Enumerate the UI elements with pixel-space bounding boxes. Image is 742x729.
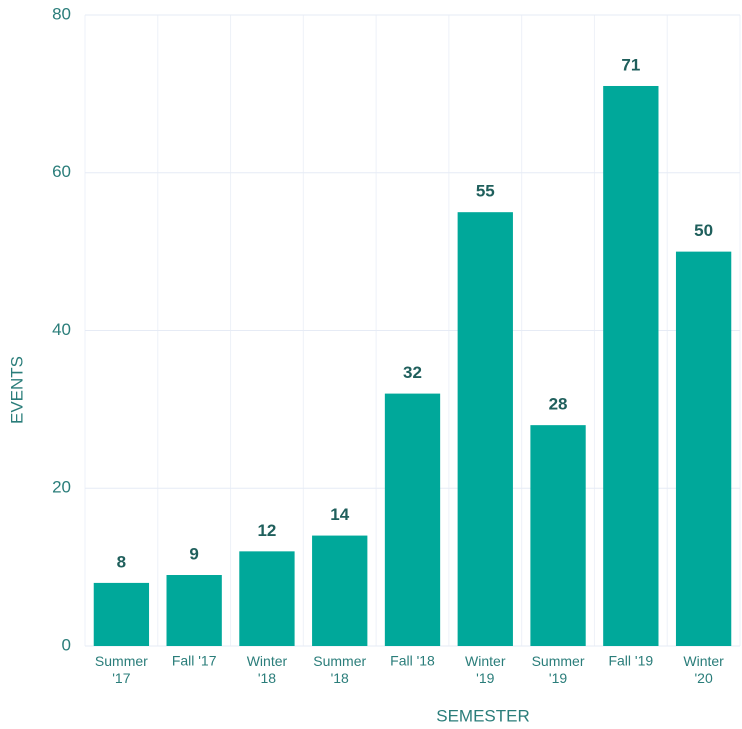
x-axis-title: SEMESTER — [436, 706, 530, 725]
x-tick-label: Fall '17 — [172, 653, 217, 669]
bar — [675, 251, 732, 646]
value-label: 28 — [549, 395, 568, 414]
x-tick-label: Fall '18 — [390, 653, 435, 669]
y-tick-label: 80 — [52, 4, 71, 23]
x-tick-label: Fall '19 — [608, 653, 653, 669]
value-label: 9 — [189, 544, 198, 563]
bar — [239, 551, 295, 646]
bar — [530, 425, 586, 646]
y-tick-label: 60 — [52, 162, 71, 181]
value-label: 8 — [117, 552, 126, 571]
bar — [166, 575, 222, 646]
value-label: 32 — [403, 363, 422, 382]
value-label: 55 — [476, 182, 495, 201]
x-tick-label: Summer '17 — [95, 653, 148, 686]
value-label: 12 — [257, 521, 276, 540]
bar — [312, 535, 368, 646]
x-tick-label: Winter '18 — [247, 653, 288, 686]
x-tick-label: Winter '19 — [465, 653, 506, 686]
value-label: 50 — [694, 221, 713, 240]
y-tick-label: 20 — [52, 478, 71, 497]
x-tick-label: Summer '18 — [313, 653, 366, 686]
bar — [603, 85, 659, 647]
value-label: 14 — [330, 505, 349, 524]
y-axis-title: EVENTS — [7, 356, 26, 424]
x-tick-label: Summer '19 — [532, 653, 585, 686]
value-label: 71 — [621, 55, 640, 74]
y-tick-label: 0 — [62, 635, 71, 654]
bar — [457, 212, 513, 646]
bar — [93, 582, 150, 646]
y-tick-label: 40 — [52, 320, 71, 339]
x-tick-label: Winter '20 — [683, 653, 724, 686]
bar — [384, 393, 441, 646]
